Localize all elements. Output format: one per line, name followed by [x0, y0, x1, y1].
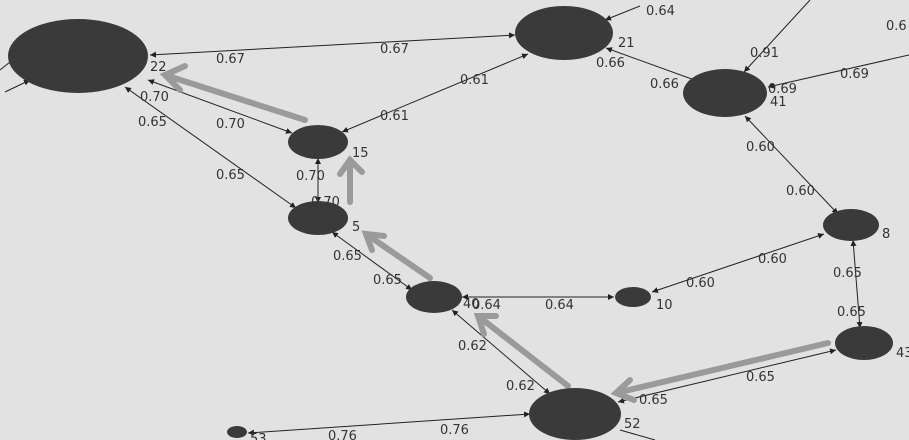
flow-arrow-43-to-52 [613, 340, 831, 396]
flow-arrowhead-40 [473, 313, 499, 337]
edge-21-offscreen [604, 5, 641, 21]
node-label-21: 21 [618, 36, 635, 51]
edge-label: 0.65 [639, 393, 668, 408]
edge-21-41 [605, 47, 701, 83]
edge-label: 0.61 [380, 109, 409, 124]
edge-label: 0.66 [650, 77, 679, 92]
node-label-8: 8 [882, 227, 890, 242]
edge-label: 0.69 [768, 82, 797, 97]
edge-label: 0.76 [328, 429, 357, 440]
node-8[interactable] [823, 209, 879, 241]
node-label-43: 43 [896, 346, 909, 361]
flow-arrows [159, 63, 831, 403]
edge-label: 0.76 [440, 423, 469, 438]
edge-labels: 0.64 0.67 0.67 0.91 0.6 0.69 0.69 0.61 0… [138, 4, 907, 440]
edge-15-21 [341, 53, 529, 133]
node-label-15: 15 [352, 146, 369, 161]
edge-label: 0.60 [746, 140, 775, 155]
edge-8-43 [850, 239, 863, 329]
edge-label: 0.67 [216, 52, 245, 67]
flow-arrow-52-to-40 [475, 313, 571, 389]
edge-label: 0.65 [833, 266, 862, 281]
edge-label: 0.65 [216, 168, 245, 183]
edge-label: 0.70 [296, 169, 325, 184]
edge-label: 0.64 [646, 4, 675, 19]
edge-label: 0.70 [140, 90, 169, 105]
edge-label: 0.65 [333, 249, 362, 264]
edge-22-5 [124, 86, 297, 209]
edge-label: 0.65 [138, 115, 167, 130]
node-40[interactable] [406, 281, 462, 313]
node-41[interactable] [683, 69, 767, 117]
node-43[interactable] [835, 326, 893, 360]
edge-52-offscreen [619, 429, 656, 440]
node-52[interactable] [529, 388, 621, 440]
edge-label: 0.70 [216, 117, 245, 132]
edge-40-52 [451, 309, 551, 395]
node-label-10: 10 [656, 298, 673, 313]
edge-label: 0.65 [373, 273, 402, 288]
flow-arrow-40-to-5 [363, 231, 433, 281]
node-label-40: 40 [463, 297, 480, 312]
edge-label: 0.67 [380, 42, 409, 57]
edge-41-offscreen-top [743, 0, 811, 73]
nodes [8, 6, 893, 440]
flow-arrowhead-15 [337, 155, 365, 177]
edge-22-21 [149, 32, 516, 58]
flow-arrowhead-22 [159, 63, 188, 93]
edge-label: 0.91 [750, 46, 779, 61]
edge-53-52 [247, 411, 531, 436]
edge-41-8 [744, 115, 839, 215]
node-22[interactable] [8, 19, 148, 93]
edge-label: 0.64 [472, 298, 501, 313]
node-label-52: 52 [624, 417, 641, 432]
edge-label: 0.60 [758, 252, 787, 267]
edge-41-offscreen-right [767, 54, 909, 89]
edge-label: 0.66 [596, 56, 625, 71]
edge-label: 0.65 [837, 305, 866, 320]
node-label-22: 22 [150, 60, 167, 75]
node-53[interactable] [227, 426, 247, 438]
flow-arrowhead-52 [610, 377, 637, 403]
edge-52-43 [617, 348, 837, 404]
edge-label: 0.60 [686, 276, 715, 291]
edge-label: 0.60 [786, 184, 815, 199]
flow-arrowhead-5 [361, 230, 387, 253]
edge-label: 0.62 [506, 379, 535, 394]
edge-label: 0.64 [545, 298, 574, 313]
edge-label: 0.65 [746, 370, 775, 385]
edge-label: 0.6 [886, 19, 907, 34]
node-21[interactable] [515, 6, 613, 60]
node-labels: 22 21 41 15 5 40 10 8 43 52 53 [150, 36, 909, 440]
edge-22-offscreen-b [4, 79, 31, 93]
node-15[interactable] [288, 125, 348, 159]
edge-5-40 [331, 231, 413, 291]
edge-10-8 [651, 233, 825, 293]
edge-label: 0.70 [311, 195, 340, 210]
edge-label: 0.62 [458, 339, 487, 354]
edge-label: 0.61 [460, 73, 489, 88]
node-label-53: 53 [250, 432, 267, 440]
edge-label: 0.69 [840, 67, 869, 82]
flow-arrow-15-to-22 [162, 72, 308, 123]
node-label-41: 41 [770, 95, 787, 110]
node-10[interactable] [615, 287, 651, 307]
node-5[interactable] [288, 201, 348, 235]
node-label-5: 5 [352, 220, 360, 235]
